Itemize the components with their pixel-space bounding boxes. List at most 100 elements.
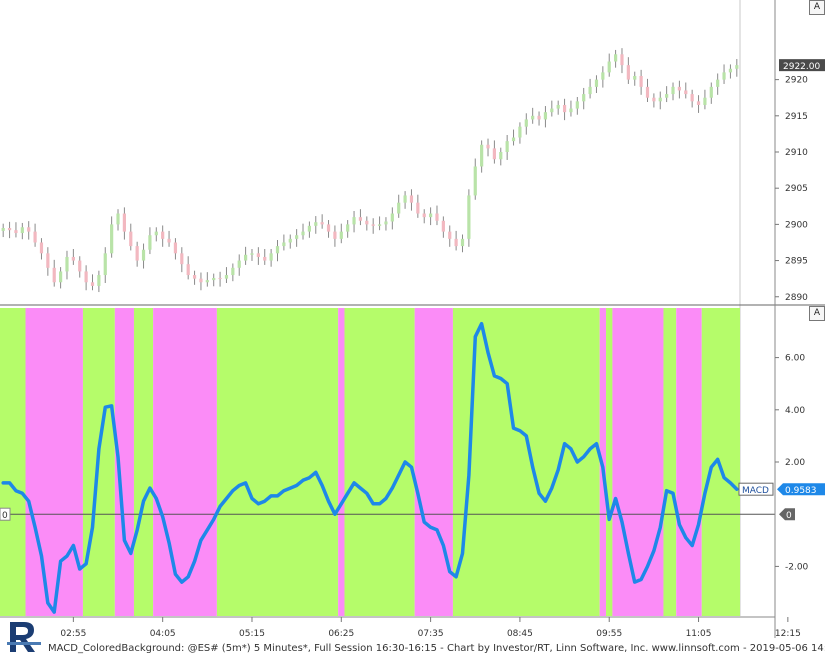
price-pane [1, 0, 741, 616]
macd-point [1, 481, 5, 485]
macd-point [448, 570, 452, 574]
price-candle [90, 282, 95, 286]
price-candle [416, 202, 420, 214]
background-band-up [452, 308, 600, 616]
time-tick-label: 09:55 [596, 629, 622, 639]
price-candle [269, 253, 273, 261]
macd-point [20, 491, 24, 495]
time-tick-label: 11:05 [686, 629, 712, 639]
price-candle [65, 256, 69, 272]
macd-point [422, 520, 426, 524]
macd-line [1, 321, 739, 614]
price-candle [575, 101, 579, 109]
price-candle [224, 275, 229, 279]
price-candle [301, 231, 305, 236]
background-band-down [676, 308, 702, 616]
background-band-up [701, 308, 740, 616]
macd-autoscale-button[interactable]: A [809, 306, 825, 321]
price-candle [709, 86, 713, 98]
price-candle [460, 238, 465, 247]
price-autoscale-button[interactable]: A [809, 0, 825, 15]
price-candle [486, 144, 490, 149]
price-candle [346, 224, 350, 232]
macd-point [135, 528, 139, 532]
price-candle [358, 217, 363, 221]
footer-caption: MACD_ColoredBackground: @ES# (5m*) 5 Min… [48, 643, 825, 654]
price-candle [135, 246, 139, 261]
macd-point [365, 491, 369, 495]
background-band-down [612, 308, 664, 616]
macd-point [301, 478, 305, 482]
macd-point [524, 434, 528, 438]
price-candle [671, 86, 675, 95]
macd-point [480, 322, 484, 326]
macd-point [709, 465, 713, 469]
price-candle [518, 126, 522, 138]
price-candle [696, 101, 701, 105]
price-candle [562, 104, 567, 113]
price-candle [703, 97, 707, 105]
price-candle [537, 115, 541, 120]
macd-point [550, 486, 554, 490]
macd-point [441, 544, 445, 547]
price-candle [505, 141, 509, 152]
macd-point [569, 447, 573, 451]
macd-point [142, 499, 145, 503]
macd-point [129, 551, 133, 555]
macd-point [595, 442, 598, 446]
macd-point [384, 497, 388, 500]
price-candle [250, 253, 254, 255]
price-candle [690, 94, 694, 102]
macd-point [8, 481, 11, 485]
price-candle [665, 94, 669, 98]
macd-point [410, 465, 413, 469]
price-candle [409, 195, 414, 203]
price-candle [556, 104, 560, 109]
time-tick-label: 07:35 [418, 629, 444, 639]
macd-point [78, 567, 82, 571]
price-candle [161, 231, 165, 239]
price-candle [403, 195, 407, 203]
price-candle [594, 79, 599, 87]
price-candle [7, 228, 12, 231]
price-candle [288, 238, 292, 243]
linn-logo [7, 622, 41, 652]
macd-point [186, 575, 190, 579]
price-candle [429, 213, 433, 218]
macd-point [633, 580, 637, 584]
macd-point [537, 491, 541, 495]
price-candle [173, 242, 178, 254]
macd-point [378, 502, 381, 506]
macd-point [333, 512, 337, 516]
macd-point [174, 572, 177, 576]
macd-point [46, 601, 50, 605]
price-candle [448, 231, 452, 239]
price-candle [186, 264, 190, 276]
macd-point [339, 502, 343, 506]
price-candle [339, 231, 343, 239]
macd-point [499, 377, 503, 380]
macd-point [231, 489, 235, 493]
macd-pane [0, 308, 775, 616]
price-candle [275, 246, 280, 254]
last-price-badge [779, 59, 825, 72]
macd-tick-label: 4.00 [785, 406, 805, 416]
macd-point [97, 447, 101, 451]
macd-point [110, 404, 114, 408]
macd-point [416, 491, 420, 495]
price-candle [122, 213, 126, 232]
macd-point [371, 502, 375, 506]
macd-point [556, 468, 560, 472]
price-tick-label: 2910 [785, 148, 808, 158]
macd-point [180, 580, 184, 584]
price-candle [620, 54, 624, 66]
macd-point [467, 473, 471, 477]
price-candle [307, 225, 311, 232]
macd-point [65, 554, 69, 558]
macd-point [212, 518, 216, 521]
macd-series-name: MACD [742, 486, 769, 496]
background-band-down [25, 308, 83, 616]
price-candle [626, 65, 630, 80]
price-candle [633, 76, 637, 80]
price-candle [524, 119, 528, 127]
